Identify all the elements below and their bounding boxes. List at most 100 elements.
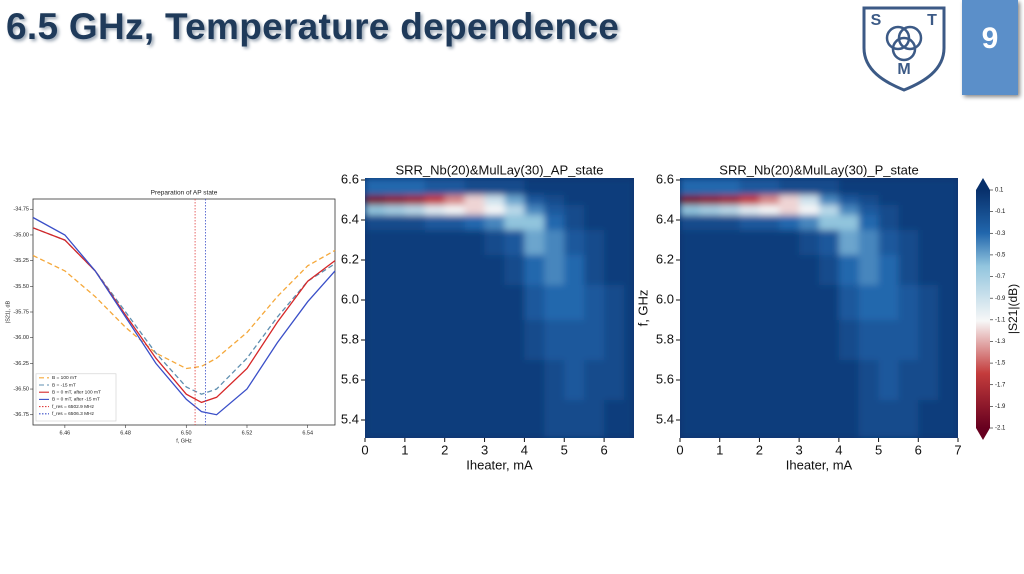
heatmap-cell	[858, 178, 880, 196]
heatmap-cell	[424, 255, 446, 286]
heatmap-cell	[699, 195, 721, 206]
heatmap-cell	[858, 320, 880, 361]
heatmap-cell	[838, 215, 860, 231]
heatmap-cell	[384, 400, 406, 438]
colorbar-tick-label: -1.1	[995, 317, 1006, 323]
heatmap-cell	[524, 178, 545, 196]
heatmap-cell	[799, 320, 820, 361]
heatmap-cell	[604, 360, 625, 401]
heatmap-cell	[484, 360, 505, 401]
heatmap-cell	[699, 205, 721, 216]
heatmap-cell	[584, 285, 605, 321]
heatmap-cell	[719, 178, 741, 196]
heatmap-cell	[544, 178, 565, 196]
heatmap-cell	[799, 285, 820, 321]
heatmap-cell	[564, 360, 585, 401]
slide-title: 6.5 GHz, Temperature dependence	[6, 6, 620, 47]
x-tick-label: 1	[716, 442, 723, 457]
x-tick-label: 6	[600, 442, 607, 457]
y-tick-label: 5.4	[656, 411, 674, 426]
heatmap-cell	[384, 285, 406, 321]
heatmap-cell	[918, 255, 939, 286]
heatmap-cell	[604, 230, 625, 256]
heatmap-cell	[918, 205, 939, 216]
heatmap-cell	[858, 360, 880, 401]
heatmap-cell	[699, 285, 721, 321]
heatmap-cell	[680, 360, 701, 401]
heatmap-cell	[365, 360, 386, 401]
heatmap-cell	[938, 195, 958, 206]
heatmap-cell	[524, 195, 545, 206]
heatmap-cell	[504, 205, 525, 216]
y-tick-label: -36.00	[13, 335, 29, 341]
heatmap-cell	[759, 285, 780, 321]
heatmap-cell	[759, 400, 780, 438]
heatmap-cell	[680, 400, 701, 438]
heatmap-cell	[719, 400, 741, 438]
heatmap-cell	[938, 215, 958, 231]
x-tick-label: 3	[796, 442, 803, 457]
heatmap-cell	[938, 178, 958, 196]
chart-title: Preparation of AP state	[151, 190, 218, 197]
heatmap-cell	[680, 285, 701, 321]
heatmap-cell	[365, 255, 386, 286]
heatmap-cell	[524, 360, 545, 401]
heatmap-cell	[779, 360, 800, 401]
heatmap-cell	[484, 320, 505, 361]
heatmap-cell	[680, 178, 701, 196]
heatmap-cell	[799, 195, 820, 206]
y-tick-label: 6.4	[341, 211, 359, 226]
y-tick-label: 5.8	[656, 331, 674, 346]
heatmap-cell	[719, 195, 741, 206]
chart-title: SRR_Nb(20)&MulLay(30)_AP_state	[395, 162, 603, 177]
series-line	[32, 216, 336, 416]
heatmap-cell	[604, 255, 625, 286]
heatmap-cell	[799, 215, 820, 231]
heatmap-cell	[384, 205, 406, 216]
heatmap-cell	[799, 360, 820, 401]
heatmap-cell	[504, 285, 525, 321]
heatmap-cell	[838, 360, 860, 401]
heatmap-cell	[838, 230, 860, 256]
heatmap-cell	[898, 230, 919, 256]
heatmap-cell	[838, 195, 860, 206]
heatmap-cell	[464, 320, 486, 361]
heatmap-cell	[444, 285, 466, 321]
heatmap-cell	[739, 230, 760, 256]
x-tick-label: 6	[915, 442, 922, 457]
colorbar-extend	[976, 178, 990, 190]
heatmap-cell	[898, 195, 919, 206]
heatmap-cell	[404, 285, 426, 321]
heatmap-cell	[404, 215, 426, 231]
heatmap-cell	[624, 195, 634, 206]
heatmap-cell	[680, 255, 701, 286]
heatmap-cell	[878, 285, 899, 321]
heatmap-cell	[484, 195, 505, 206]
heatmap-cell	[858, 195, 880, 206]
heatmap-cell	[938, 205, 958, 216]
x-axis-label: f, GHz	[176, 438, 192, 444]
heatmap-cells	[680, 178, 958, 438]
heatmap-cell	[699, 255, 721, 286]
heatmap-cell	[719, 360, 741, 401]
heatmap-cell	[384, 215, 406, 231]
heatmap-cell	[759, 230, 780, 256]
y-tick-label: 6.6	[656, 171, 674, 186]
heatmap-cell	[680, 215, 701, 231]
heatmap-cell	[504, 178, 525, 196]
heatmap-cell	[504, 360, 525, 401]
heatmap-cell	[898, 320, 919, 361]
heatmap-cell	[799, 178, 820, 196]
heatmap-cell	[878, 205, 899, 216]
heatmap-cell	[719, 320, 741, 361]
y-tick-label: -35.75	[13, 309, 29, 315]
legend-label: B = 100 mT	[52, 375, 77, 381]
heatmap-cell	[384, 230, 406, 256]
heatmap-cell	[779, 255, 800, 286]
heatmap-cell	[759, 320, 780, 361]
logo-knot	[885, 25, 923, 62]
heatmap-cell	[819, 360, 840, 401]
heatmap-cell	[424, 230, 446, 256]
